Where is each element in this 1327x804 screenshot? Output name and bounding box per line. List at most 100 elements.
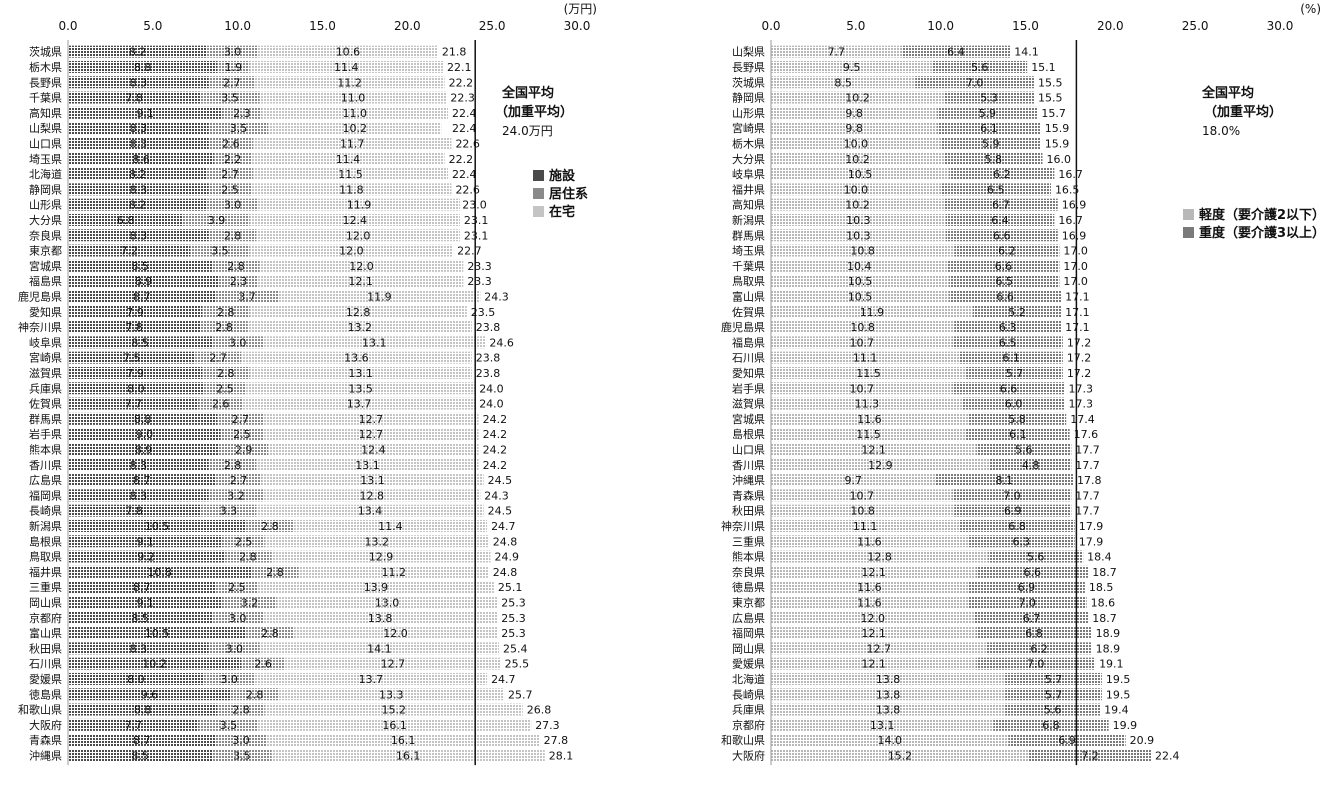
legend-entry: 軽度（要介護2以下） — [1199, 207, 1325, 223]
total-label: 17.6 — [1074, 428, 1099, 441]
category-label: 山形県 — [29, 199, 62, 212]
data-label: 12.4 — [361, 443, 386, 456]
bar-segment-2 — [952, 382, 1065, 395]
bar-segment-3 — [271, 550, 491, 563]
bar-segment-3 — [293, 519, 488, 532]
total-label: 21.8 — [442, 46, 467, 59]
category-label: 奈良県 — [732, 565, 765, 579]
data-label: 6.1 — [1002, 352, 1020, 365]
bar-segment-1 — [771, 152, 945, 165]
bar-segment-2 — [993, 718, 1109, 731]
bar-segment-2 — [208, 489, 264, 502]
data-label: 12.0 — [349, 260, 374, 273]
total-label: 18.4 — [1087, 551, 1112, 564]
category-label: 北海道 — [732, 672, 765, 686]
category-label: 茨城県 — [732, 75, 765, 89]
data-label: 11.4 — [334, 61, 359, 74]
data-label: 3.5 — [230, 122, 248, 135]
category-label: 福井県 — [29, 565, 62, 579]
category-label: 埼玉県 — [29, 152, 62, 166]
bar-segment-1 — [68, 366, 203, 379]
data-label: 6.9 — [1058, 734, 1076, 747]
bar-segment-1 — [771, 504, 955, 517]
data-label: 7.5 — [123, 352, 141, 365]
data-label: 6.9 — [1004, 505, 1022, 518]
data-label: 9.8 — [845, 122, 863, 135]
total-label: 16.7 — [1058, 168, 1083, 181]
total-label: 19.4 — [1104, 704, 1129, 717]
data-label: 9.5 — [843, 61, 861, 74]
bar-segment-3 — [261, 106, 449, 119]
data-label: 3.3 — [220, 505, 238, 518]
category-label: 神奈川県 — [721, 519, 765, 533]
total-label: 25.4 — [503, 642, 528, 655]
data-label: 8.7 — [133, 474, 151, 487]
bar-segment-2 — [224, 550, 272, 563]
total-label: 23.3 — [467, 275, 492, 288]
data-label: 2.5 — [228, 581, 246, 594]
unit-label: (万円) — [564, 2, 597, 16]
data-label: 12.1 — [348, 275, 373, 288]
category-label: 大阪府 — [732, 748, 765, 762]
bar-segment-2 — [1005, 688, 1102, 701]
bar-segment-1 — [771, 168, 950, 181]
data-label: 13.8 — [876, 688, 901, 701]
category-label: 宮城県 — [732, 412, 765, 426]
data-label: 14.0 — [878, 734, 903, 747]
bar-segment-3 — [256, 458, 479, 471]
bar-segment-2 — [190, 244, 250, 257]
total-label: 24.9 — [494, 551, 518, 564]
data-label: 2.6 — [222, 137, 240, 150]
data-label: 13.0 — [375, 596, 400, 609]
legend-entry: 施設 — [549, 168, 576, 184]
category-label: 京都府 — [732, 718, 765, 732]
data-label: 7.2 — [1081, 749, 1099, 762]
total-label: 17.1 — [1065, 306, 1090, 319]
total-label: 19.5 — [1106, 688, 1131, 701]
category-label: 熊本県 — [29, 442, 62, 456]
total-label: 18.6 — [1091, 596, 1116, 609]
total-label: 16.5 — [1055, 183, 1080, 196]
category-label: 兵庫県 — [29, 381, 62, 395]
bar-segment-1 — [68, 397, 199, 410]
bar-segment-3 — [259, 259, 464, 272]
bar-segment-1 — [68, 489, 209, 502]
bar-segment-1 — [68, 60, 218, 73]
average-annotation: 全国平均 — [1201, 85, 1254, 101]
bar-segment-1 — [771, 611, 975, 624]
x-tick-label: 0.0 — [58, 19, 77, 33]
data-label: 6.3 — [999, 321, 1017, 334]
bar-segment-1 — [771, 198, 945, 211]
bar-segment-1 — [771, 718, 994, 731]
bar-segment-2 — [989, 458, 1072, 471]
data-label: 13.1 — [348, 367, 373, 380]
data-label: 14.1 — [367, 642, 392, 655]
data-label: 13.4 — [358, 505, 383, 518]
data-label: 6.7 — [1023, 612, 1041, 625]
total-label: 23.1 — [464, 229, 489, 242]
bar-segment-2 — [246, 519, 294, 532]
data-label: 12.0 — [339, 245, 364, 258]
bar-segment-1 — [68, 734, 216, 747]
data-label: 8.7 — [133, 734, 151, 747]
bar-segment-2 — [944, 198, 1058, 211]
x-tick-label: 25.0 — [479, 19, 506, 33]
bar-segment-1 — [771, 366, 967, 379]
bar-segment-2 — [207, 198, 259, 211]
total-label: 24.8 — [493, 566, 517, 579]
bar-segment-3 — [246, 382, 476, 395]
bar-segment-2 — [932, 60, 1028, 73]
data-label: 11.6 — [857, 581, 882, 594]
bar-segment-2 — [988, 550, 1084, 563]
bar-segment-1 — [68, 550, 225, 563]
bar-segment-1 — [68, 229, 209, 242]
bar-segment-1 — [771, 657, 977, 670]
category-label: 新潟県 — [29, 519, 62, 533]
total-label: 17.7 — [1075, 443, 1100, 456]
bar-segment-1 — [68, 749, 213, 762]
data-label: 11.1 — [853, 520, 878, 533]
bar-segment-1 — [68, 474, 216, 487]
data-label: 15.2 — [382, 704, 407, 717]
total-label: 24.0 — [479, 382, 504, 395]
data-label: 2.8 — [239, 551, 257, 564]
